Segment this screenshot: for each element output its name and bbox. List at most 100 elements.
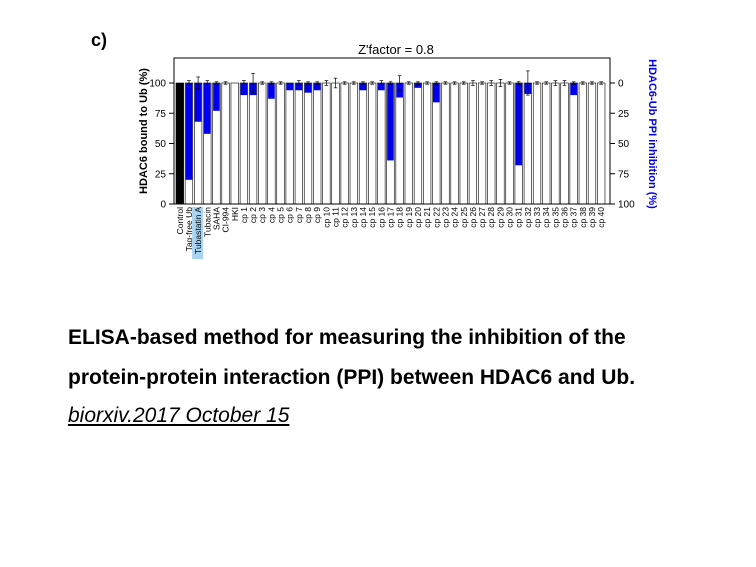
x-tick-label: cp 18 (395, 207, 405, 228)
inhibition-bar (387, 83, 394, 161)
inhibition-bar (203, 83, 211, 134)
inhibition-bar (240, 83, 248, 96)
caption-line-2: protein-protein interaction (PPI) betwee… (68, 366, 636, 389)
x-tick-label: cp 34 (541, 207, 551, 228)
x-tick-label: cp 30 (505, 207, 515, 228)
y-tick-label: 0 (160, 200, 166, 211)
x-tick-label: cp 6 (285, 207, 295, 223)
x-tick-label: Tubastatin A (193, 207, 203, 254)
caption-line-1: ELISA-based method for measuring the inh… (68, 326, 626, 349)
bar (175, 82, 184, 205)
x-tick-label: cp 25 (459, 207, 469, 228)
inhibition-bar (286, 83, 294, 91)
x-tick-label: cp 15 (367, 207, 377, 228)
bar (221, 82, 230, 205)
x-tick-label: cp 28 (486, 207, 496, 228)
bar (551, 82, 560, 205)
bar (477, 82, 487, 205)
bar (423, 82, 432, 205)
x-tick-label: cp 11 (331, 207, 341, 227)
bar (468, 82, 478, 205)
bar (322, 82, 331, 205)
x-tick-label: cp 9 (312, 207, 322, 223)
y-axis-label: HDAC6 bound to Ub (%) (138, 68, 150, 194)
bar (441, 82, 450, 205)
bar (560, 82, 569, 205)
inhibition-bar (515, 83, 523, 166)
x-tick-label: Tag-free Ub (184, 207, 194, 252)
bar (368, 82, 377, 205)
x-tick-label: cp 38 (578, 207, 588, 228)
x-tick-label: cp 29 (495, 207, 505, 228)
bar (496, 82, 505, 205)
bar (358, 82, 368, 205)
inhibition-bar (304, 83, 312, 93)
bar (569, 82, 578, 205)
x-tick-label: cp 19 (404, 207, 414, 228)
bar (597, 82, 606, 205)
x-tick-label: cp 16 (376, 207, 386, 228)
x-tick-label: cp 12 (340, 207, 350, 228)
y2-tick-label: 75 (618, 169, 630, 180)
panel-label: c) (91, 30, 108, 50)
x-tick-label: cp 39 (587, 207, 597, 228)
bar (578, 82, 587, 205)
inhibition-bar (378, 83, 385, 91)
y-tick-label: 25 (155, 169, 167, 180)
x-tick-label: cp 35 (550, 207, 560, 228)
bar (340, 82, 349, 205)
x-tick-label: cp 14 (358, 207, 368, 228)
x-tick-label: cp 3 (257, 207, 267, 223)
x-tick-label: Control (175, 207, 185, 235)
x-tick-label: cp 22 (431, 207, 441, 228)
inhibition-bar (295, 83, 303, 91)
bar (331, 82, 340, 205)
x-tick-label: cp 24 (450, 207, 460, 228)
bar (285, 82, 294, 205)
x-tick-label: cp 13 (349, 207, 359, 228)
right-y-axis: 0 25 50 75 100 (610, 79, 635, 211)
bar (587, 82, 597, 205)
source-citation: biorxiv.2017 October 15 (68, 404, 290, 427)
bar (230, 82, 239, 205)
bar (450, 82, 459, 205)
bar (248, 82, 258, 205)
x-tick-label: cp 4 (266, 207, 276, 223)
label-highlight (192, 207, 204, 259)
x-tick-label: cp 37 (569, 207, 579, 228)
inhibition-bar (194, 83, 202, 122)
bar (404, 82, 413, 205)
inhibition-bar (213, 83, 220, 111)
x-tick-label: cp 7 (294, 207, 304, 223)
bar (377, 82, 386, 205)
x-tick-label: cp 23 (440, 207, 450, 228)
inhibition-bar (313, 83, 321, 91)
x-tick-label: Tubacin (202, 207, 212, 237)
y2-tick-label: 25 (618, 109, 630, 120)
bar (267, 82, 276, 205)
inhibition-bar (268, 83, 275, 99)
bar (523, 82, 532, 205)
x-tick-label: cp 21 (422, 207, 432, 228)
bar (542, 82, 551, 205)
bar-group (175, 70, 606, 205)
x-tick-label: SAHA (211, 207, 221, 230)
plot-frame (173, 57, 611, 205)
x-tick-label: cp 2 (248, 207, 258, 223)
x-tick-label: cp 10 (321, 207, 331, 228)
x-tick-label: cp 33 (532, 207, 542, 228)
bar (313, 82, 322, 205)
bar (459, 82, 468, 205)
x-tick-label: cp 36 (560, 207, 570, 228)
x-tick-label: cp 32 (523, 207, 533, 228)
inhibition-bar (359, 83, 367, 91)
y2-tick-label: 100 (618, 200, 635, 211)
x-tick-label: cp 20 (413, 207, 423, 228)
x-tick-label: cp 1 (239, 207, 249, 223)
x-tick-label: CI-994 (221, 207, 231, 233)
inhibition-bar (570, 83, 577, 96)
bar (303, 82, 313, 205)
left-y-axis: 0 25 50 75 100 (149, 79, 174, 211)
chart-title: Z'factor = 0.8 (358, 42, 434, 57)
x-axis-labels: Control Tag-free Ub Tubastatin A Tubacin SAH… (175, 207, 606, 259)
